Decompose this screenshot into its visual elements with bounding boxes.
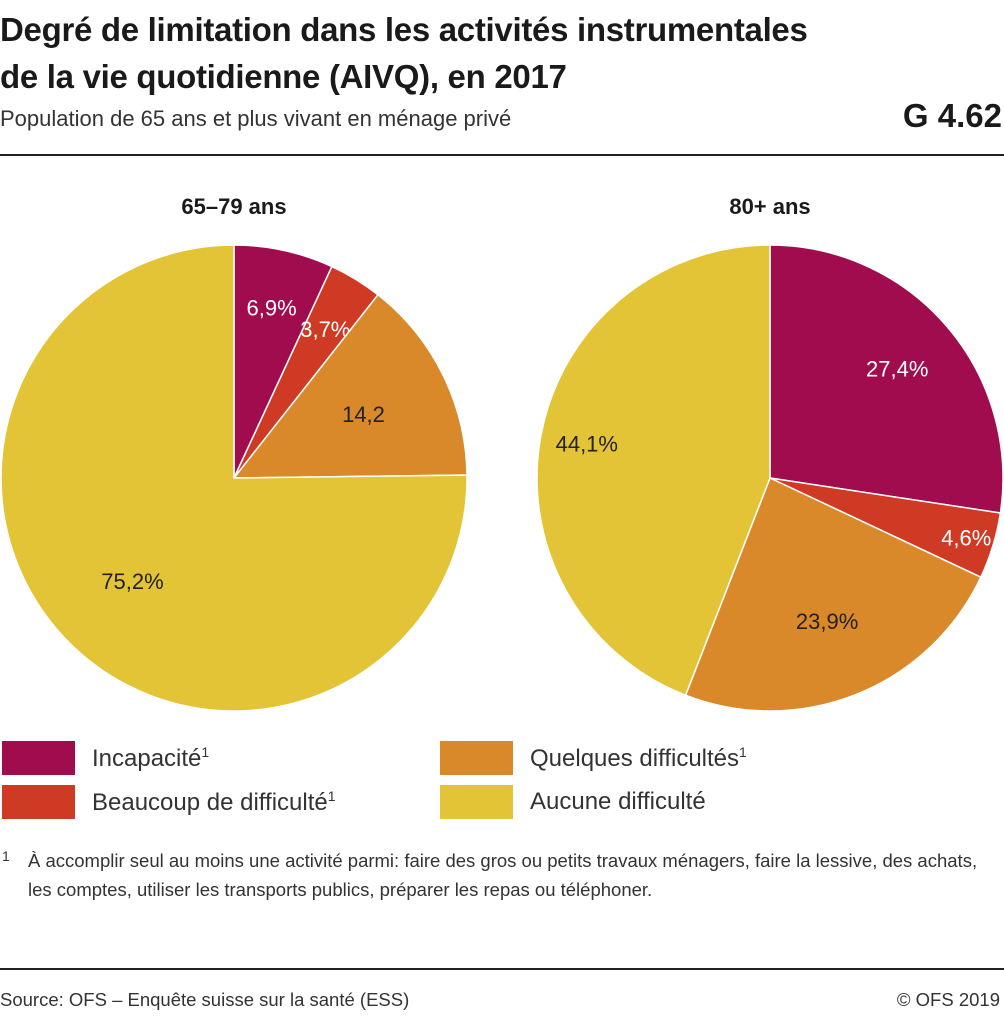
footnote-text: À accomplir seul au moins une activité p… [28, 850, 978, 900]
legend-swatch [2, 741, 75, 775]
legend-swatch [440, 785, 513, 819]
legend-item-aucune: Aucune difficulté [440, 785, 706, 819]
legend-item-quelques: Quelques difficultés1 [440, 741, 747, 775]
footnote: 1 À accomplir seul au moins une activité… [0, 846, 1000, 904]
graph-number: G 4.62 [902, 97, 1002, 134]
legend-footnote-mark: 1 [739, 743, 747, 760]
pie-data-label: 75,2% [101, 569, 163, 594]
chart-title-line-1: Degré de limitation dans les activités i… [0, 11, 808, 48]
legend-swatch [2, 785, 75, 819]
footnote-mark: 1 [2, 848, 10, 864]
legend-label: Aucune difficulté [530, 788, 706, 815]
pie-data-label: 3,7% [300, 317, 350, 342]
header-divider [0, 154, 1004, 156]
pie-data-label: 14,2 [342, 402, 385, 427]
pie-data-label: 4,6% [941, 526, 991, 551]
legend-item-beaucoup: Beaucoup de difficulté1 [2, 785, 336, 819]
pie-chart-65-79: 6,9%3,7% 14,2 75,2% [0, 244, 468, 712]
legend-label: Quelques difficultés [530, 744, 740, 772]
legend-footnote-mark: 1 [201, 743, 210, 760]
legend-label: Incapacité [92, 744, 202, 772]
legend-item-incapacite: Incapacité1 [2, 741, 209, 775]
pie-slice-quelques-difficultes [232, 293, 468, 479]
chart-title-line-2: de la vie quotidienne (AIVQ), en 2017 [0, 58, 567, 95]
pie-data-label: 6,9% [247, 295, 297, 320]
legend-label: Beaucoup de difficulté [92, 788, 328, 816]
chart-title: Degré de limitation dans les activités i… [0, 6, 940, 100]
pie-slice-aucune-difficulte [536, 244, 771, 697]
pie-title-80-plus: 80+ ans [729, 194, 811, 219]
pie-data-label: 23,9% [796, 609, 858, 634]
pie-slice-quelques-difficultes [684, 476, 982, 712]
pie-slice-incapacite [769, 244, 1004, 514]
legend-footnote-mark: 1 [327, 787, 336, 804]
source-note: Source: OFS – Enquête suisse sur la sant… [0, 989, 410, 1010]
chart-subtitle: Population de 65 ans et plus vivant en m… [0, 106, 512, 131]
pie-data-label: 44,1% [556, 432, 618, 457]
pie-data-label: 27,4% [866, 357, 928, 382]
pie-title-65-79: 65–79 ans [181, 194, 287, 219]
footer-divider [0, 968, 1004, 970]
pie-chart-80-plus: 27,4% 4,6% 23,9% 44,1% [536, 244, 1004, 712]
pie-slice-aucune-difficulte [0, 244, 468, 712]
legend-swatch [440, 741, 513, 775]
copyright: © OFS 2019 [896, 989, 1000, 1010]
